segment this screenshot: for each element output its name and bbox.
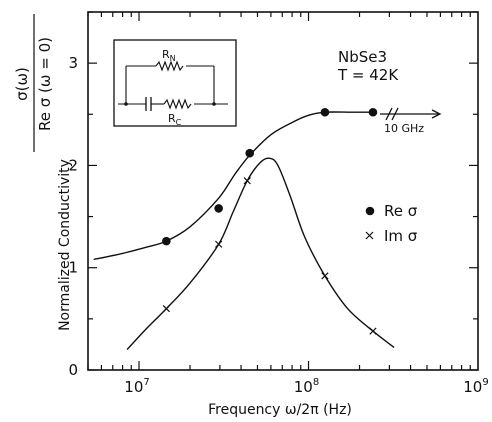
x-tick-label: 108 [294, 377, 319, 396]
re-sigma-point [162, 236, 171, 246]
legend-re-label: Re σ [384, 202, 418, 220]
circuit-inset: RN RC [113, 39, 237, 127]
im-sigma-point [369, 327, 377, 335]
ten-ghz-label: 10 GHz [384, 122, 424, 135]
y-tick-label: 1 [68, 259, 78, 277]
resistor-rc-icon [163, 98, 192, 110]
y-label-denominator: Re σ (ω = 0) [36, 37, 54, 131]
re-sigma-point [245, 148, 255, 158]
temperature-label: T = 42K [337, 66, 399, 84]
rn-subscript: N [170, 54, 176, 63]
data-markers [162, 107, 378, 335]
re-sigma-point [214, 204, 223, 213]
re-sigma-point [320, 107, 330, 117]
x-tick-label: 109 [463, 377, 488, 396]
im-sigma-point [215, 240, 223, 248]
rc-subscript: C [176, 118, 182, 127]
rc-label: R [168, 112, 176, 125]
re-sigma-point [368, 107, 378, 117]
x-tick-label: 107 [124, 377, 149, 396]
im-sigma-curve [126, 157, 395, 350]
y-axis-label: Normalized Conductivity [57, 159, 73, 331]
legend-im-label: Im σ [384, 227, 418, 245]
resistor-rn-icon [155, 60, 184, 72]
tick-labels: 107 108 109 0 1 2 3 [68, 54, 488, 396]
legend-im-marker [365, 231, 374, 240]
im-sigma-point [243, 177, 251, 185]
svg-text:RC: RC [168, 112, 182, 127]
im-sigma-point [321, 272, 329, 280]
svg-text:RN: RN [162, 48, 176, 63]
legend-re-marker [365, 206, 375, 216]
y-label-numerator: σ(ω) [13, 67, 31, 101]
y-tick-label: 3 [68, 54, 78, 72]
y-tick-label: 0 [68, 361, 78, 379]
legend: Re σ Im σ [365, 202, 418, 245]
x-axis-label: Frequency ω/2π (Hz) [208, 402, 352, 418]
re-sigma-curve [93, 111, 370, 261]
rn-label: R [162, 48, 170, 61]
ten-ghz-extension: 10 GHz [380, 107, 442, 135]
plot-frame [87, 11, 479, 371]
im-sigma-point [162, 305, 170, 313]
y-tick-label: 2 [68, 156, 78, 174]
axis-ticks [87, 11, 478, 371]
material-label: NbSe3 [338, 48, 387, 66]
